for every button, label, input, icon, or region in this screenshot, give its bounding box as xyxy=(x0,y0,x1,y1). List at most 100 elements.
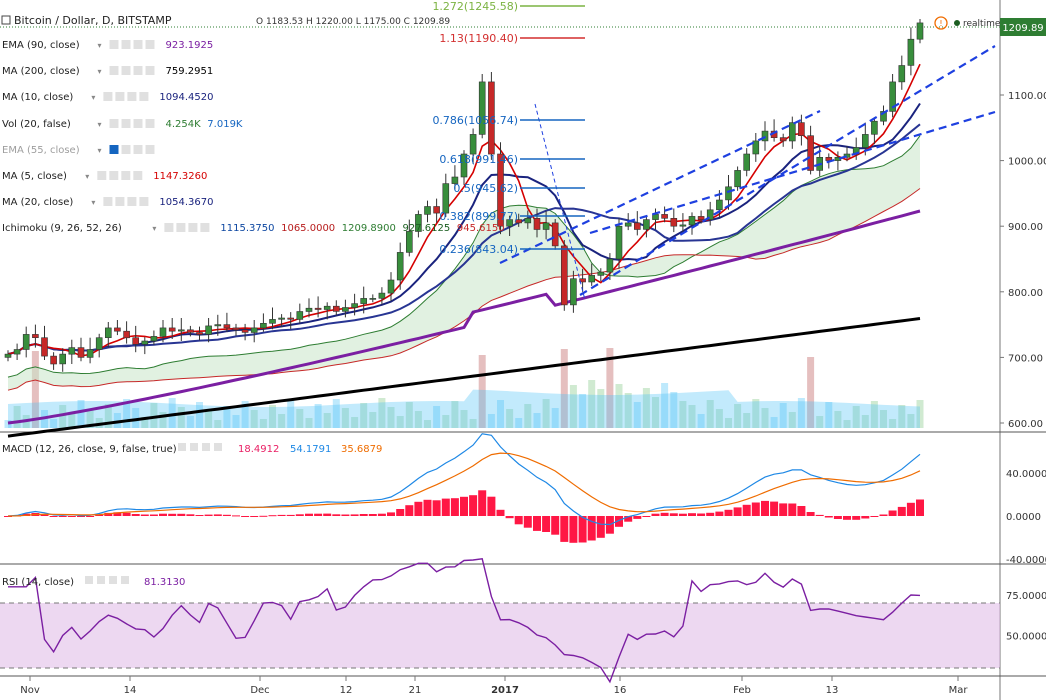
candle-body xyxy=(643,219,650,230)
fib-level-label: 1.13(1190.40) xyxy=(439,32,518,45)
macd-line-value: 54.1791 xyxy=(290,444,331,455)
plus-icon[interactable] xyxy=(121,171,131,180)
gear-icon[interactable] xyxy=(121,145,131,154)
candle-body xyxy=(13,349,21,355)
gear-icon[interactable] xyxy=(121,40,131,49)
macd-controls[interactable] xyxy=(178,443,222,451)
macd-axis-label: 0.0000 xyxy=(1006,512,1041,523)
live-dot-icon xyxy=(954,20,960,26)
gear-icon[interactable] xyxy=(115,92,125,101)
eye-icon[interactable] xyxy=(109,66,119,75)
plus-icon[interactable] xyxy=(127,92,137,101)
candle-body xyxy=(260,322,267,329)
indicator-legend-row[interactable]: MA (10, close) ▾ 1094.4520 xyxy=(2,92,213,103)
indicator-legend-row[interactable]: MA (200, close) ▾ 759.2951 xyxy=(2,66,213,77)
chevron-down-icon[interactable]: ▾ xyxy=(98,67,102,76)
close-icon[interactable] xyxy=(145,145,155,154)
fib-levels[interactable]: 1.272(1245.58) 1.13(1190.40) 0.786(1056.74… xyxy=(432,0,585,256)
gear-icon[interactable] xyxy=(121,66,131,75)
plus-icon[interactable] xyxy=(133,119,143,128)
channel-lower-line[interactable] xyxy=(579,45,996,296)
indicator-legend-row[interactable]: EMA (55, close) ▾ xyxy=(2,145,155,156)
chevron-down-icon[interactable]: ▾ xyxy=(98,146,102,155)
plus-icon[interactable] xyxy=(127,197,137,206)
plus-icon[interactable] xyxy=(188,223,198,232)
gear-icon[interactable] xyxy=(115,197,125,206)
chevron-down-icon[interactable]: ▾ xyxy=(85,172,89,181)
macd-hist-bar xyxy=(861,516,870,519)
macd-hist-bar xyxy=(222,514,231,516)
rsi-line xyxy=(8,558,921,684)
channel-middle-line[interactable] xyxy=(589,110,996,235)
volume-bar xyxy=(414,411,422,428)
volume-bar xyxy=(123,399,131,428)
close-icon[interactable] xyxy=(133,171,143,180)
realtime-indicator[interactable]: ! realtime xyxy=(934,16,1001,30)
gear-icon[interactable] xyxy=(109,171,119,180)
volume-bar xyxy=(788,412,796,428)
eye-icon[interactable] xyxy=(103,197,113,206)
channel-upper-line[interactable] xyxy=(499,110,821,264)
close-icon[interactable] xyxy=(139,197,149,206)
close-icon[interactable] xyxy=(139,92,149,101)
volume-bar xyxy=(232,415,240,428)
indicator-legend-row[interactable]: MA (5, close) ▾ 1147.3260 xyxy=(2,171,207,182)
macd-hist-bar xyxy=(578,516,587,543)
macd-hist-bar xyxy=(870,516,879,517)
indicator-legend-row[interactable]: EMA (90, close) ▾ 923.1925 xyxy=(2,40,213,51)
candle-body xyxy=(278,317,285,320)
volume-bar xyxy=(725,418,732,428)
volume-bar xyxy=(250,410,258,428)
volume-bar xyxy=(889,419,897,428)
chevron-down-icon[interactable]: ▾ xyxy=(98,41,102,50)
volume-bar xyxy=(269,405,276,428)
macd-hist-bar xyxy=(724,509,733,516)
volume-bar xyxy=(68,414,76,428)
macd-hist-bar xyxy=(706,512,715,516)
close-icon[interactable] xyxy=(145,119,155,128)
eye-icon[interactable] xyxy=(103,92,113,101)
macd-hist-bar xyxy=(423,499,432,516)
eye-icon[interactable] xyxy=(97,171,107,180)
price-axis-label: 1100.00 xyxy=(1008,91,1046,102)
volume-bar xyxy=(396,416,404,428)
indicator-legend-row[interactable]: Vol (20, false) ▾ 4.254K 7.019K xyxy=(2,119,243,130)
plus-icon[interactable] xyxy=(133,40,143,49)
eye-icon[interactable] xyxy=(109,40,119,49)
volume-bar xyxy=(241,401,249,428)
plus-icon[interactable] xyxy=(133,66,143,75)
macd-hist-bar xyxy=(95,514,104,516)
rsi-legend: RSI (14, close) 81.3130 xyxy=(2,576,185,588)
candle-body xyxy=(606,258,614,273)
plus-icon[interactable] xyxy=(133,145,143,154)
time-axis-label: 21 xyxy=(409,685,422,696)
macd-hist-bar xyxy=(888,510,897,516)
candle-body xyxy=(798,122,805,136)
close-icon[interactable] xyxy=(145,66,155,75)
eye-icon[interactable] xyxy=(164,223,174,232)
indicator-legend-row[interactable]: Ichimoku (9, 26, 52, 26) ▾ 1115.3750 1065.0… xyxy=(2,223,505,234)
volume-bar xyxy=(141,417,149,428)
chevron-down-icon[interactable]: ▾ xyxy=(91,198,95,207)
candle-body xyxy=(205,325,212,335)
eye-icon[interactable] xyxy=(109,119,119,128)
macd-hist-value: 18.4912 xyxy=(238,444,279,455)
chevron-down-icon[interactable]: ▾ xyxy=(152,224,156,233)
fib-level-label: 1.272(1245.58) xyxy=(432,0,518,13)
gear-icon[interactable] xyxy=(121,119,131,128)
close-icon[interactable] xyxy=(200,223,210,232)
indicator-legend-row[interactable]: MA (20, close) ▾ 1054.3670 xyxy=(2,197,213,208)
close-icon[interactable] xyxy=(145,40,155,49)
macd-hist-bar xyxy=(40,514,49,516)
macd-hist-bar xyxy=(286,514,295,516)
macd-hist-bar xyxy=(815,514,824,516)
rsi-controls[interactable] xyxy=(85,576,129,584)
gear-icon[interactable] xyxy=(176,223,186,232)
chevron-down-icon[interactable]: ▾ xyxy=(91,93,95,102)
eye-icon[interactable] xyxy=(109,145,119,154)
macd-hist-bar xyxy=(460,496,468,516)
volume-bar xyxy=(177,407,185,428)
chevron-down-icon[interactable]: ▾ xyxy=(98,120,102,129)
macd-hist-bar xyxy=(660,512,669,516)
